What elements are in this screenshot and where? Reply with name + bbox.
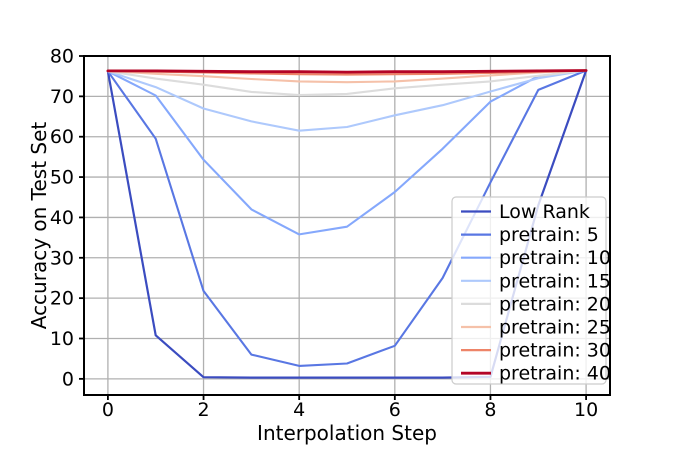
x-axis-label: Interpolation Step bbox=[257, 421, 437, 445]
series-line-pretrain-10 bbox=[106, 69, 588, 236]
legend-label: pretrain: 30 bbox=[499, 340, 611, 362]
y-tick-label: 70 bbox=[50, 86, 74, 108]
x-tick-label: 2 bbox=[197, 399, 209, 421]
y-tick-label: 30 bbox=[50, 247, 74, 269]
x-tick-label: 10 bbox=[574, 399, 598, 421]
series-line-pretrain-20 bbox=[106, 69, 588, 97]
y-tick-label: 20 bbox=[50, 288, 74, 310]
y-tick-label: 80 bbox=[50, 46, 74, 68]
legend-box bbox=[451, 196, 607, 385]
legend-label: pretrain: 10 bbox=[499, 247, 611, 269]
legend-label: pretrain: 5 bbox=[499, 224, 599, 246]
legend-label: pretrain: 25 bbox=[499, 317, 611, 339]
y-tick-label: 50 bbox=[50, 167, 74, 189]
y-tick-label: 40 bbox=[50, 207, 74, 229]
x-tick-label: 0 bbox=[102, 399, 114, 421]
y-tick-label: 10 bbox=[50, 328, 74, 350]
axes-frame bbox=[83, 55, 611, 396]
legend-label: pretrain: 40 bbox=[499, 363, 611, 385]
y-tick-label: 60 bbox=[50, 126, 74, 148]
legend-label: pretrain: 15 bbox=[499, 270, 611, 292]
x-tick-label: 4 bbox=[293, 399, 305, 421]
y-axis-label: Accuracy on Test Set bbox=[27, 122, 51, 330]
x-tick-label: 6 bbox=[389, 399, 401, 421]
series-line-pretrain-5 bbox=[106, 69, 588, 367]
legend-label: Low Rank bbox=[499, 201, 590, 223]
legend-label: pretrain: 20 bbox=[499, 293, 611, 315]
y-tick-label: 0 bbox=[62, 368, 74, 390]
series-line-pretrain-15 bbox=[106, 69, 588, 132]
series-line-pretrain-40 bbox=[106, 69, 588, 74]
series-line-pretrain-25 bbox=[106, 69, 588, 84]
x-tick-label: 8 bbox=[484, 399, 496, 421]
